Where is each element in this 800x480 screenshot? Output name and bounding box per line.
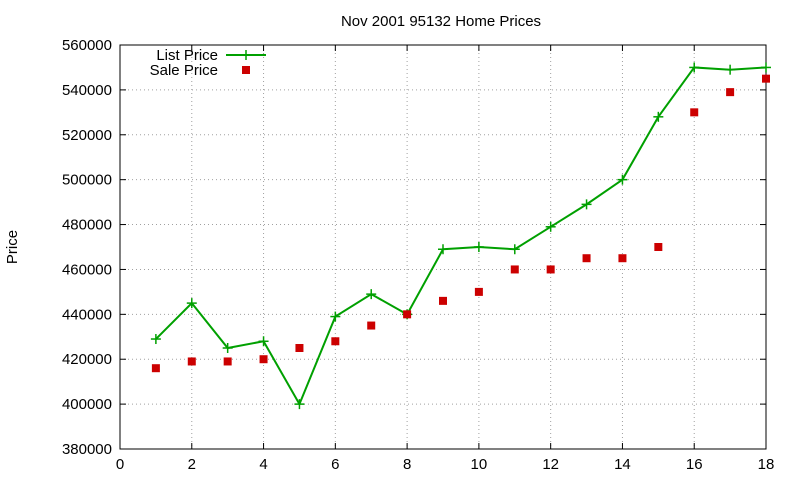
sale-price-point <box>546 265 555 274</box>
chart-title: Nov 2001 95132 Home Prices <box>341 13 541 30</box>
sale-price-point <box>259 355 268 364</box>
list-price-point <box>581 199 592 210</box>
list-price-point <box>617 174 628 185</box>
y-tick-label: 520000 <box>62 127 112 144</box>
series-0 <box>150 62 771 410</box>
list-price-point <box>186 298 197 309</box>
legend-label: Sale Price <box>150 62 218 79</box>
sale-price-point <box>762 74 770 83</box>
grid-lines <box>120 45 766 449</box>
sale-price-point <box>151 364 160 373</box>
list-price-point <box>150 334 161 345</box>
list-price-point <box>473 242 484 252</box>
legend-label: List Price <box>156 47 218 64</box>
legend-square-marker <box>242 66 250 74</box>
y-tick-label: 480000 <box>62 217 112 234</box>
tick-labels: 0 2 4 6 8 10 12 14 16 18 380000 400000 420000 440000 4… <box>62 37 774 473</box>
sale-price-point <box>331 337 340 346</box>
sale-price-point <box>367 321 376 330</box>
sale-price-point <box>582 254 591 263</box>
list-price-point <box>222 343 233 353</box>
sale-price-point <box>223 357 232 366</box>
y-tick-label: 460000 <box>62 261 112 278</box>
x-tick-label: 6 <box>331 456 339 473</box>
y-tick-label: 540000 <box>62 82 112 99</box>
list-price-point <box>653 111 664 122</box>
x-tick-label: 8 <box>403 456 411 473</box>
y-tick-label: 380000 <box>62 441 112 458</box>
series-1 <box>151 74 770 373</box>
sale-price-point <box>439 296 447 305</box>
x-tick-label: 0 <box>116 456 124 473</box>
list-price-point <box>366 289 377 300</box>
sale-price-point <box>187 357 196 366</box>
y-tick-label: 420000 <box>62 351 112 368</box>
x-tick-label: 4 <box>259 456 267 473</box>
y-tick-label: 560000 <box>62 37 112 54</box>
x-tick-label: 12 <box>542 456 559 473</box>
sale-price-point <box>618 254 627 263</box>
list-price-point <box>438 244 448 255</box>
legend-plus-marker <box>241 50 251 60</box>
y-tick-label: 440000 <box>62 306 112 323</box>
list-price-point <box>689 62 700 73</box>
list-price-point <box>294 399 305 410</box>
x-tick-label: 2 <box>188 456 196 473</box>
sale-price-point <box>726 88 735 97</box>
sale-price-point <box>403 310 412 319</box>
list-price-point <box>725 64 736 75</box>
list-price-point <box>545 221 556 232</box>
series-marks <box>150 62 771 410</box>
list-price-point <box>509 244 520 255</box>
y-axis-label: Price <box>4 230 21 264</box>
y-tick-label: 500000 <box>62 172 112 189</box>
list-price-point <box>330 311 341 322</box>
axes <box>119 44 767 450</box>
sale-price-point <box>654 243 663 251</box>
x-tick-label: 18 <box>758 456 775 473</box>
x-tick-label: 16 <box>686 456 703 473</box>
sale-price-point <box>510 265 519 274</box>
y-tick-label: 400000 <box>62 396 112 413</box>
sale-price-point <box>474 287 483 296</box>
sale-price-point <box>295 344 304 352</box>
list-price-point <box>258 336 269 347</box>
list-price-point <box>761 62 771 73</box>
x-tick-label: 10 <box>471 456 488 473</box>
series-line <box>155 66 767 407</box>
x-tick-label: 14 <box>614 456 631 473</box>
sale-price-point <box>690 108 699 117</box>
plot-border <box>119 44 767 450</box>
